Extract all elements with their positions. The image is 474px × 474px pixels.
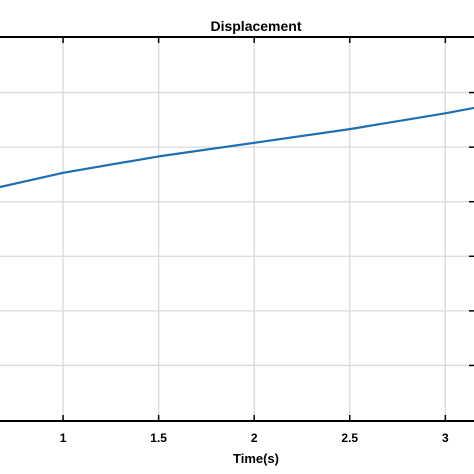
x-tick-label: 1.5 [150,431,167,445]
series-line [0,106,474,189]
x-axis-label: Time(s) [233,451,279,466]
x-tick-label: 3 [442,431,449,445]
plot-frame [0,36,474,422]
tick-layer: 1 1.5 2 2.5 3 [60,38,474,445]
series-layer [0,106,474,189]
x-tick-label: 2.5 [341,431,358,445]
chart-title: Displacement [210,18,301,34]
x-tick-label: 2 [251,431,258,445]
grid-layer [0,38,474,420]
x-tick-label: 1 [60,431,67,445]
